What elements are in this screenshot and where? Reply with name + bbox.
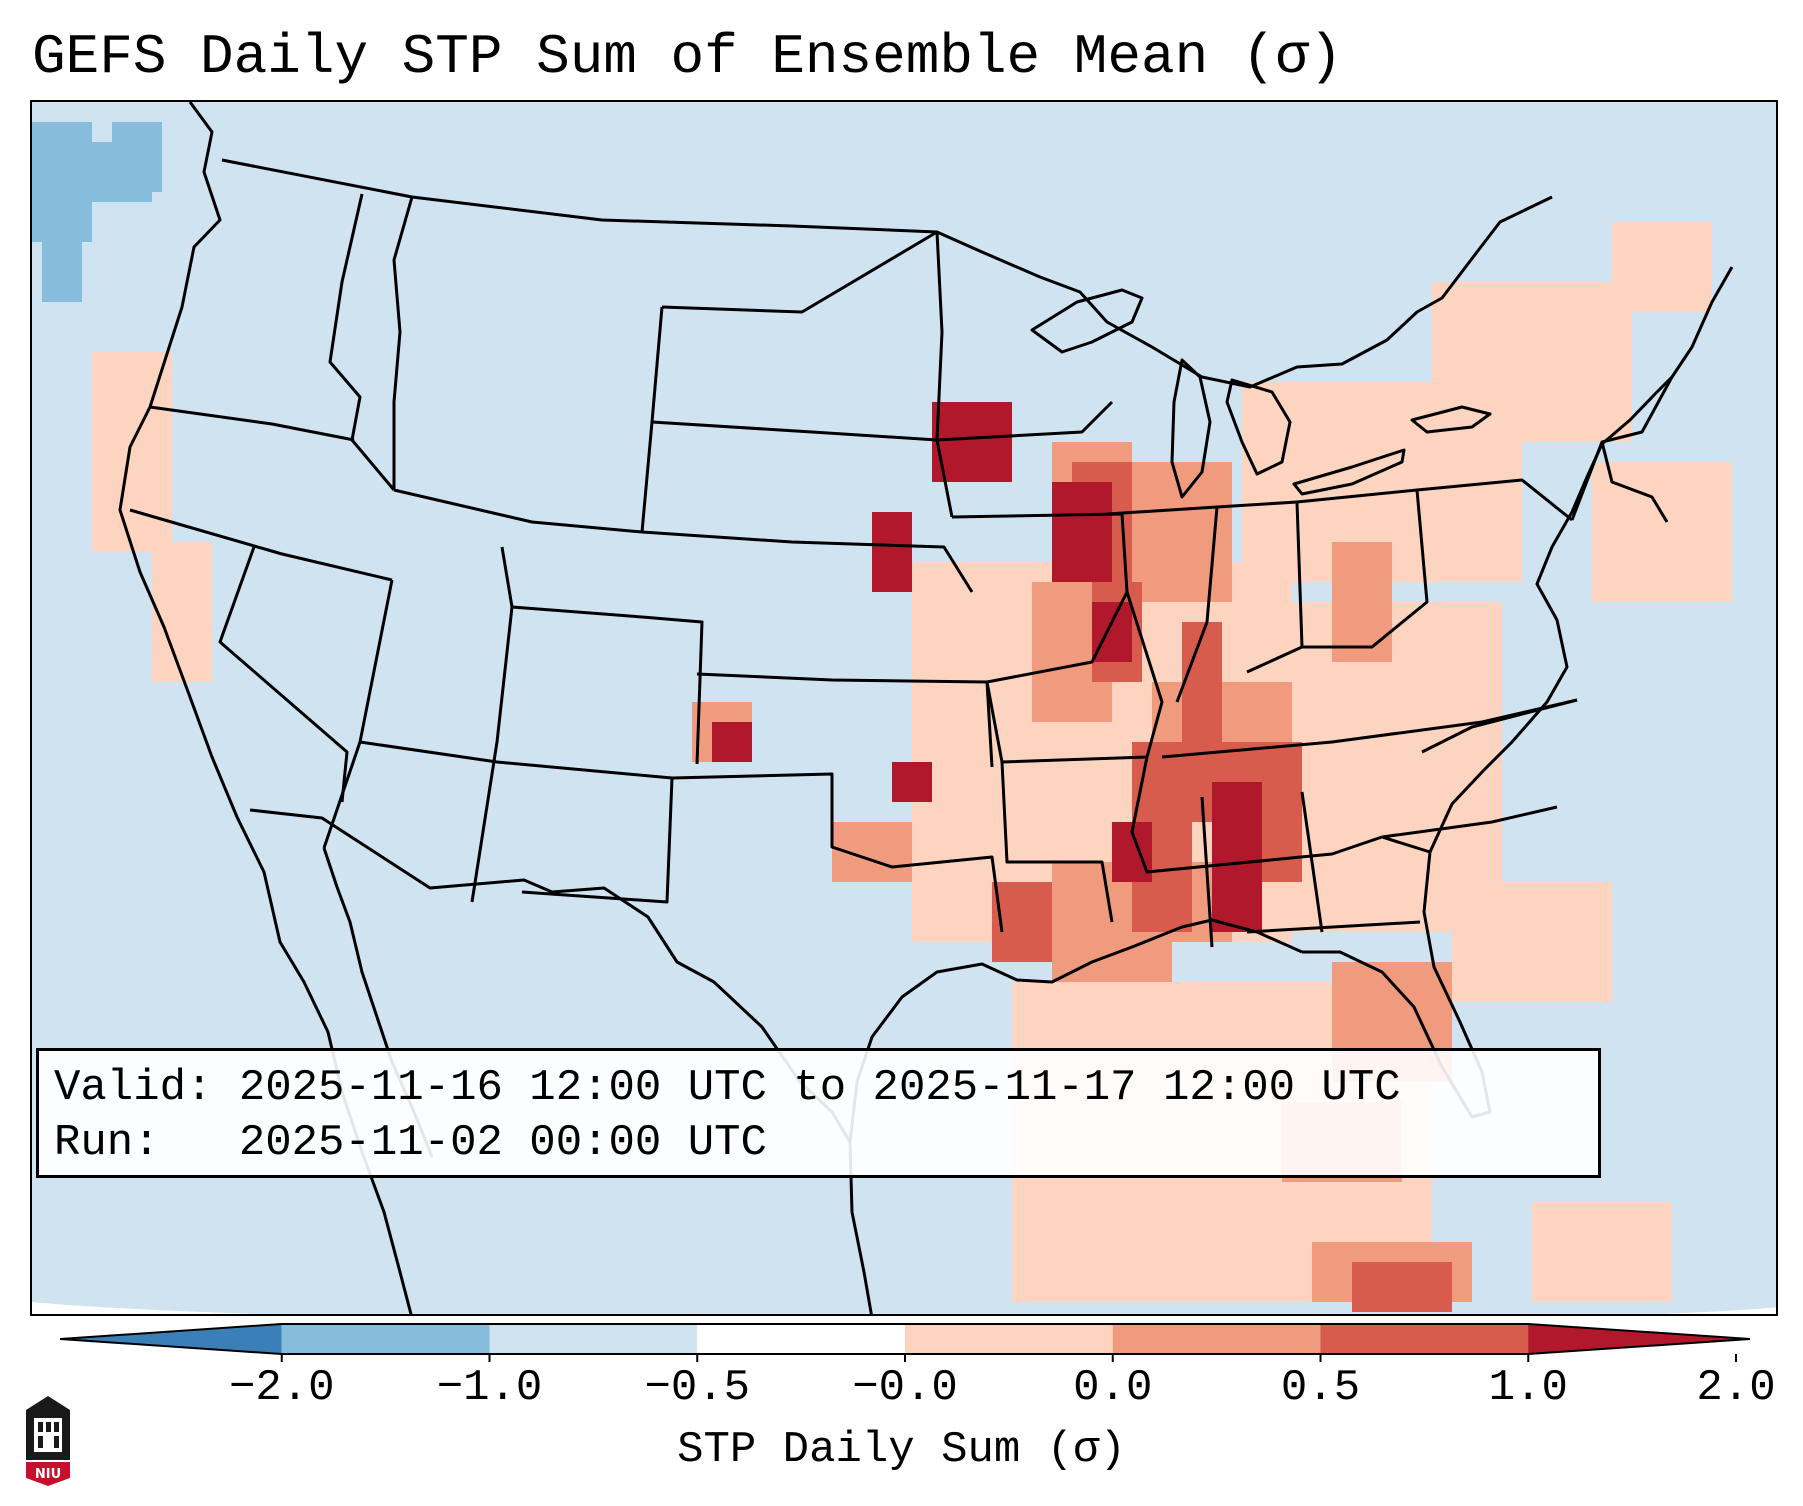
state-border-4corners [359,740,673,780]
stp-cell [1352,1262,1452,1312]
stp-cell [92,352,172,552]
colorbar-tick-label: −0.0 [852,1363,958,1413]
stp-cell [1132,462,1232,602]
colorbar-segment [1112,1324,1321,1354]
state-border-co-ne [511,605,704,765]
state-border-ar-la [1000,761,1114,923]
colorbar-segment [1320,1324,1529,1354]
page-title: GEFS Daily STP Sum of Ensemble Mean (σ) [32,25,1343,89]
state-border-mn [935,231,1114,442]
stp-cell [1452,882,1612,1002]
colorbar-tick-marks [60,1323,1750,1362]
stp-cell [1592,462,1732,602]
valid-time-range: 2025-11-16 12:00 UTC to 2025-11-17 12:00… [238,1063,1401,1113]
colorbar-segment [489,1324,698,1354]
state-border-mt-wy [393,488,643,534]
state-border-sc-nc [1381,805,1558,854]
state-border-ks-ok [696,672,994,768]
stp-cell [42,242,82,302]
valid-run-info-box: Valid: 2025-11-16 12:00 UTC to 2025-11-1… [36,1048,1601,1178]
stp-cell [892,762,932,802]
state-border-ca-nv [218,546,349,803]
stp-cell [932,402,1012,482]
state-border-va-nc [1421,698,1578,754]
stp-cell [112,122,162,192]
stp-cell [1612,222,1712,312]
state-border-id [328,193,396,491]
stp-cell [872,512,912,592]
state-border-tn-south [1130,756,1383,874]
colorbar-label: STP Daily Sum (σ) [677,1425,1126,1475]
stp-cell [152,542,212,682]
lake-huron [1225,378,1292,476]
lake-michigan [1170,358,1212,499]
state-border-mt-west [392,196,414,490]
colorbar-tick-label: −0.5 [644,1363,751,1413]
state-border-sd-ne [651,420,954,518]
valid-label: Valid: [54,1063,213,1113]
colorbar-segment [281,1324,490,1354]
lake-erie [1292,448,1406,496]
stp-cell [1052,482,1112,582]
niu-logo-icon: NIU [26,1396,70,1486]
colorbar-tick-label: 2.0 [1696,1363,1776,1413]
colorbar-tick-label: −2.0 [228,1363,335,1413]
stp-cell [1532,1202,1672,1302]
run-label: Run: [54,1118,160,1168]
state-border-ms-al [1200,791,1324,948]
state-border-in-oh [1216,500,1304,674]
colorbar-segment [1528,1324,1750,1354]
colorbar-segment [905,1324,1114,1354]
stp-cell [1212,782,1262,932]
state-border-or-ca [129,508,393,582]
state-border-oh-pa [1296,488,1429,649]
state-border-ne-ks [641,530,974,593]
run-time: 2025-11-02 00:00 UTC [238,1118,767,1168]
lake-superior [1030,288,1144,354]
colorbar-segment [697,1324,906,1354]
logo-text: NIU [35,1467,61,1482]
stp-cell [1332,542,1392,662]
state-border-ny-pa [1416,478,1573,522]
colorbar-segments [60,1324,1750,1354]
stp-cell [1292,682,1492,822]
colorbar-tick-label: 0.0 [1073,1363,1153,1413]
colorbar-tick-label: −1.0 [436,1363,543,1413]
state-border-nm-tx [521,777,674,904]
state-border-new-england [1570,376,1674,523]
state-border-wa-or [149,405,355,442]
lake-ontario [1410,405,1492,434]
state-border-nd-sd [661,230,938,314]
state-border-wi-il [1106,505,1219,703]
colorbar [60,1323,1750,1362]
state-border-ga-fl [1246,920,1421,934]
canada-border [221,158,1553,389]
state-border-ok-tx [671,772,1004,933]
colorbar-segment [60,1324,282,1354]
colorbar-tick-label: 1.0 [1488,1363,1568,1413]
stp-cell [1432,282,1632,442]
colorbar-tick-label: 0.5 [1280,1363,1361,1413]
state-border-ut-co [470,546,514,903]
stp-cell [712,722,752,762]
